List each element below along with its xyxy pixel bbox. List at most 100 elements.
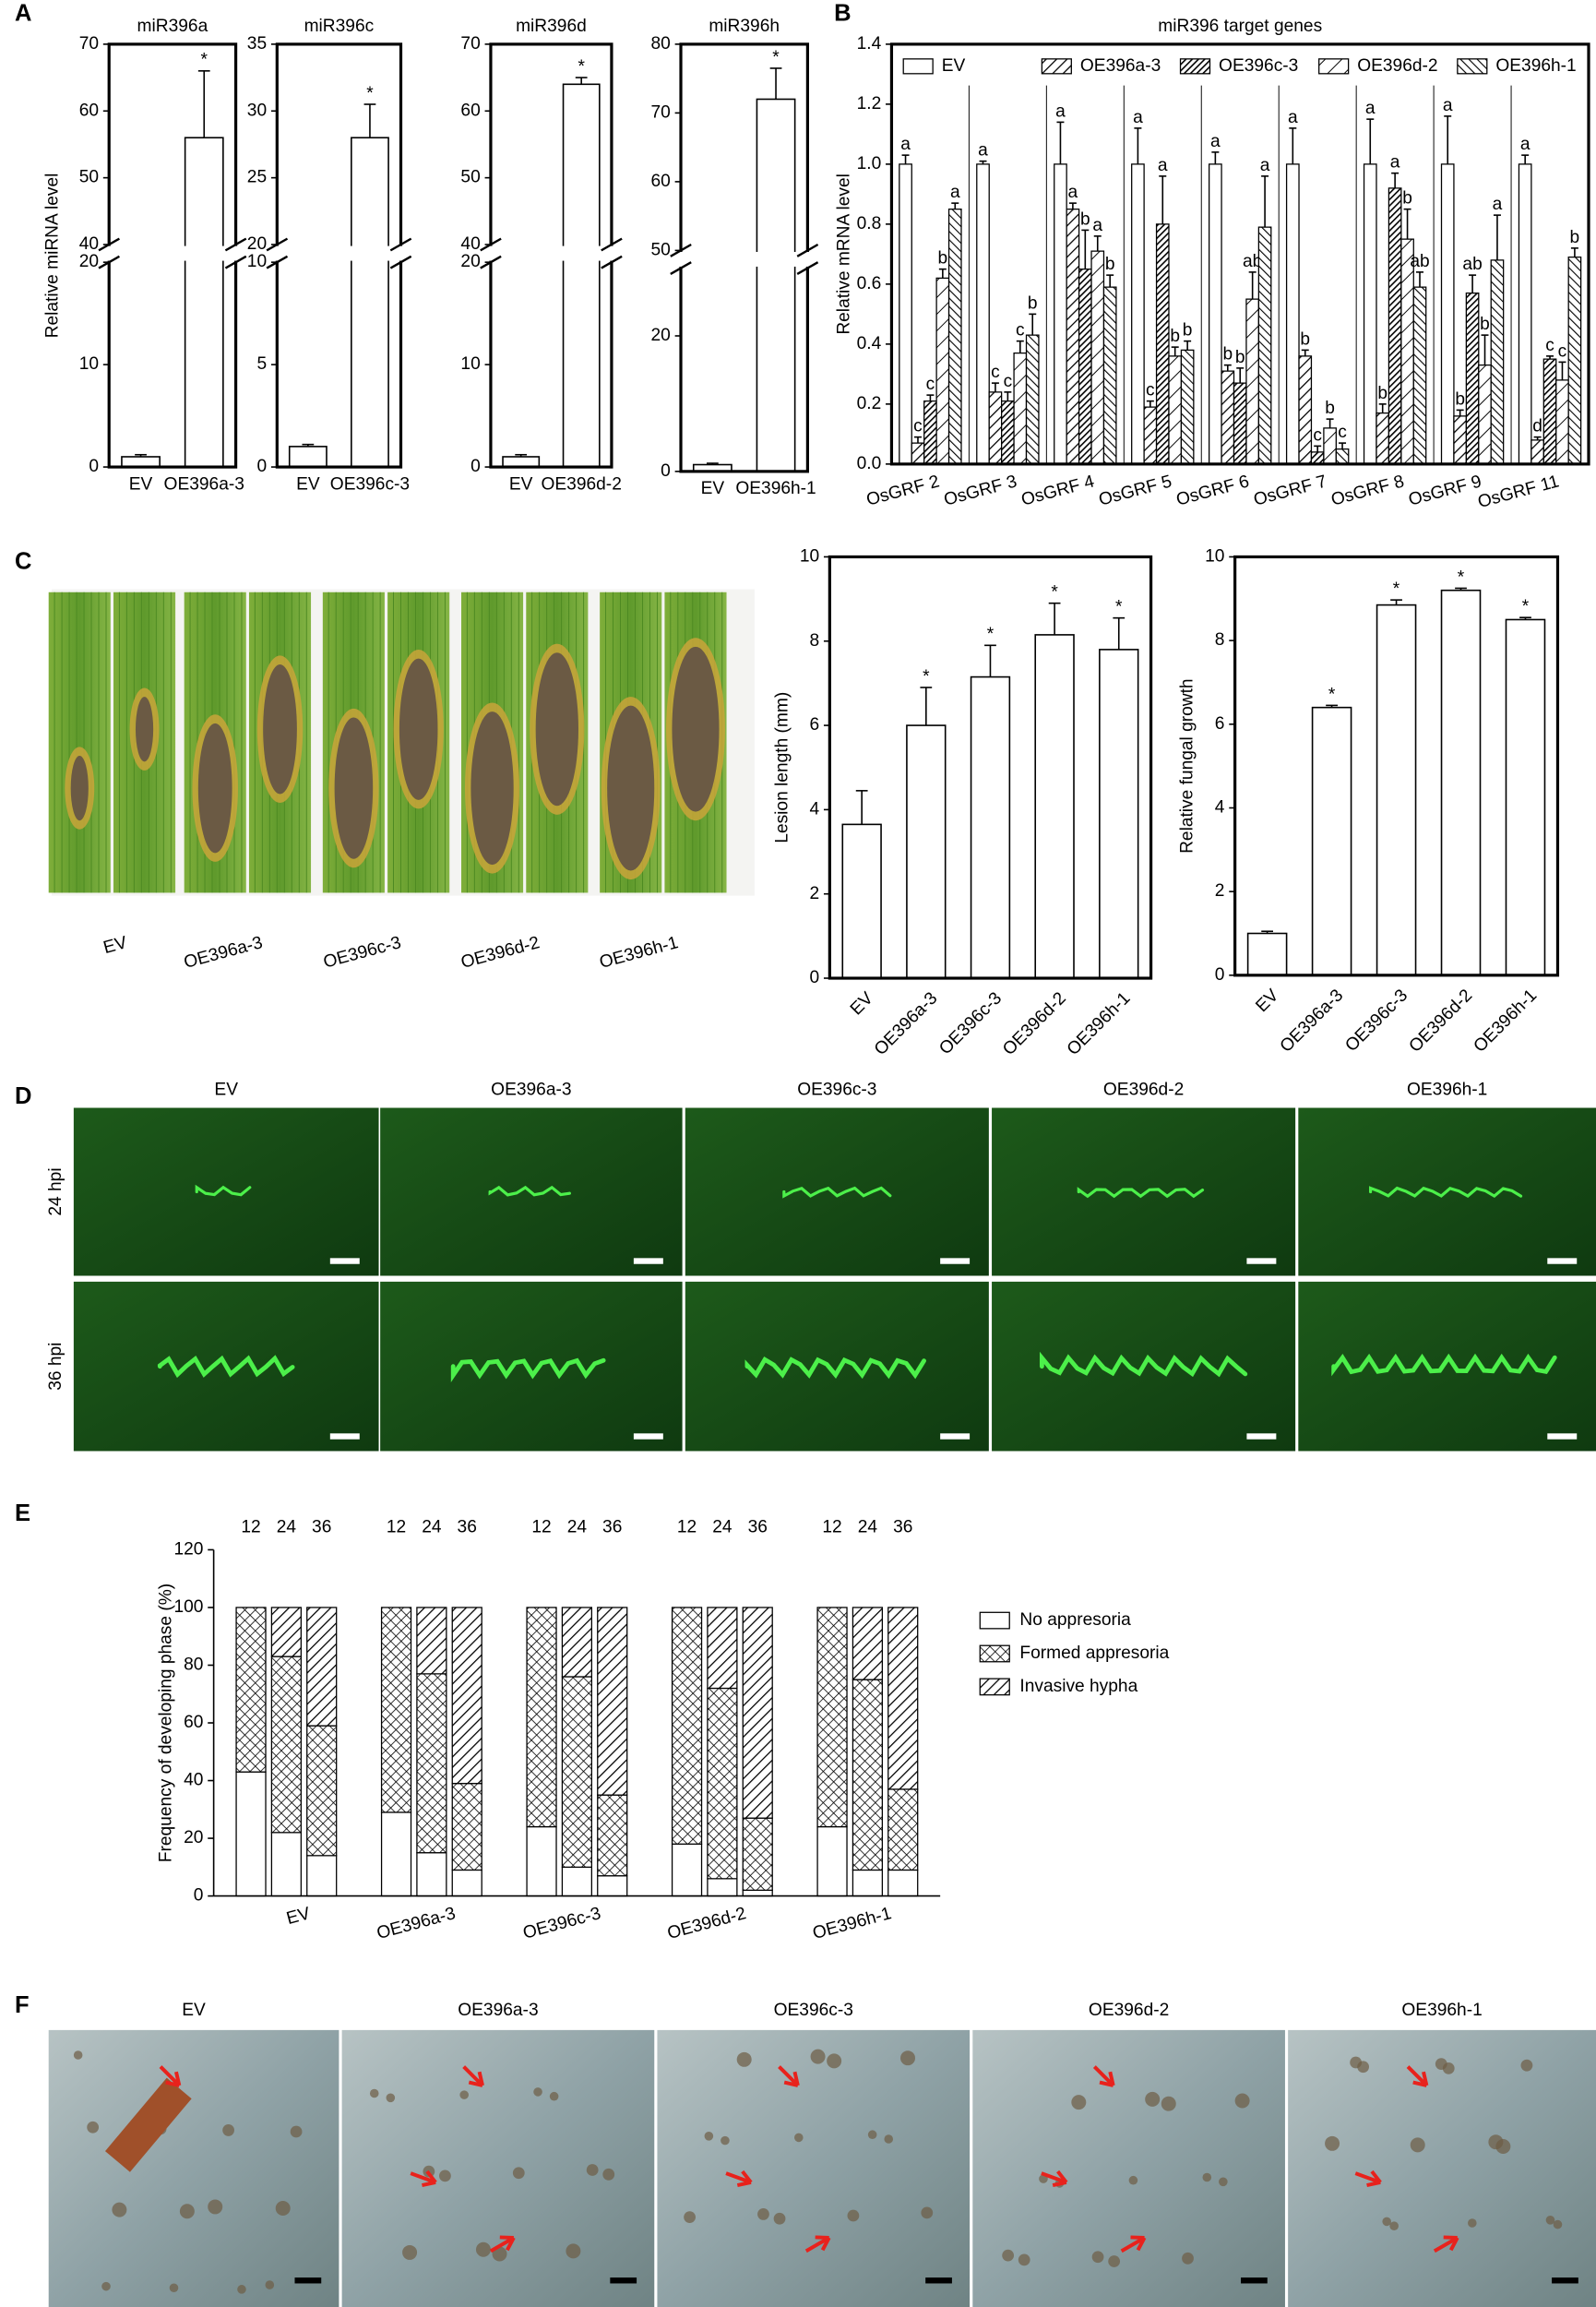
bar-segment	[526, 1825, 557, 1897]
legend-label: Formed appresoria	[1019, 1644, 1169, 1663]
row-label: 24 hpi	[46, 1167, 66, 1215]
legend-label: OE396d-2	[1357, 56, 1437, 76]
bar	[502, 456, 541, 468]
scale-bar	[1246, 1433, 1277, 1440]
panel-letter: D	[15, 1083, 31, 1109]
spore	[1108, 2255, 1121, 2267]
arrow-shaft	[804, 2236, 830, 2253]
x-tick-label: EV	[509, 474, 533, 494]
timepoint-label: 36	[458, 1518, 477, 1537]
scale-bar	[294, 2277, 322, 2284]
bar-segment	[380, 1607, 412, 1813]
scale-bar	[940, 1433, 971, 1440]
hypha	[1077, 1187, 1205, 1199]
bar	[841, 823, 882, 979]
bar-segment	[380, 1811, 412, 1897]
y-tick-label: 80	[184, 1656, 203, 1675]
column-label: OE396h-1	[1401, 2001, 1482, 2020]
timepoint-label: 36	[748, 1518, 768, 1537]
y-tick-label: 30	[247, 101, 267, 120]
significance-letter: a	[1133, 108, 1143, 127]
y-tick-label: 60	[79, 101, 99, 120]
spore	[1410, 2137, 1425, 2153]
significance-letter: a	[1055, 102, 1066, 121]
spore	[1071, 2095, 1087, 2110]
chart-title: miR396a	[137, 17, 208, 36]
x-tick-label: OsGRF 8	[1329, 472, 1407, 509]
arrow	[1354, 2170, 1382, 2188]
x-tick-label: OsGRF 6	[1174, 472, 1252, 509]
bar-segment	[852, 1607, 884, 1680]
x-tick-label: EV	[296, 474, 320, 494]
significance-letter: b	[1028, 293, 1038, 313]
panel-letter: E	[15, 1500, 30, 1526]
bar-segment	[671, 1843, 703, 1897]
spore	[1488, 2134, 1504, 2150]
significance-letter: c	[991, 363, 1000, 382]
panel-letter: F	[15, 1992, 30, 2018]
arrow	[1433, 2235, 1459, 2253]
spore	[1234, 2093, 1250, 2109]
spore	[512, 2167, 525, 2180]
micrograph	[1288, 2029, 1596, 2307]
micrograph	[341, 2029, 655, 2307]
x-tick-label: OsGRF 3	[942, 472, 1019, 509]
arrow	[489, 2235, 516, 2253]
spore	[1545, 2216, 1555, 2225]
bar	[1298, 355, 1313, 465]
spore	[1325, 2135, 1340, 2151]
significance-mark: *	[987, 625, 995, 644]
bar	[1465, 292, 1480, 465]
arrow-shaft	[489, 2236, 515, 2253]
arrow	[804, 2235, 831, 2253]
bar-segment	[887, 1607, 919, 1790]
bar	[1168, 355, 1183, 465]
y-tick-label: 60	[184, 1713, 203, 1732]
arrow-shaft	[1092, 2065, 1115, 2087]
bar-segment	[416, 1607, 447, 1675]
bar	[947, 208, 962, 465]
bar-segment	[742, 1607, 773, 1819]
spore	[1382, 2217, 1391, 2227]
y-tick-label: 8	[810, 631, 820, 651]
y-axis-label: Relative miRNA level	[43, 173, 63, 339]
break-mark	[480, 237, 502, 252]
y-tick-label: 120	[173, 1540, 203, 1560]
scale-bar	[1547, 1258, 1578, 1264]
timepoint-label: 24	[712, 1518, 732, 1537]
spore	[810, 2049, 826, 2064]
spore	[1202, 2172, 1212, 2182]
significance-letter: a	[1092, 216, 1102, 235]
legend-label: OE396c-3	[1219, 56, 1298, 76]
bar	[1245, 298, 1260, 465]
photo-label: OE396a-3	[182, 933, 265, 973]
bar-segment	[816, 1825, 848, 1897]
timepoint-label: 36	[893, 1518, 912, 1537]
spore	[1182, 2252, 1194, 2265]
bar	[1518, 163, 1532, 465]
significance-letter: c	[913, 417, 923, 436]
stained-hypha	[104, 2077, 192, 2172]
y-tick-label: 0	[470, 457, 481, 476]
arrow-head	[1443, 2235, 1459, 2252]
bar-segment	[707, 1687, 738, 1880]
spore	[265, 2280, 275, 2289]
spore	[773, 2212, 786, 2225]
scale-bar	[1246, 1258, 1277, 1264]
arrow-head	[165, 2071, 182, 2087]
arrow-head	[783, 2071, 800, 2087]
bar	[1323, 427, 1337, 465]
significance-mark: *	[578, 57, 585, 77]
spore	[169, 2283, 179, 2293]
bar	[1490, 259, 1505, 465]
spore	[867, 2130, 877, 2140]
axis-break	[272, 245, 406, 261]
arrow-head	[1099, 2071, 1115, 2087]
x-tick-label: OE396d-2	[665, 1904, 748, 1943]
x-tick-label: EV	[129, 474, 153, 494]
plot-frame	[889, 42, 1590, 466]
column-label: OE396d-2	[1103, 1080, 1184, 1099]
x-tick-label: OE396a-3	[871, 988, 942, 1059]
spore	[275, 2201, 291, 2217]
spore	[827, 2053, 842, 2069]
